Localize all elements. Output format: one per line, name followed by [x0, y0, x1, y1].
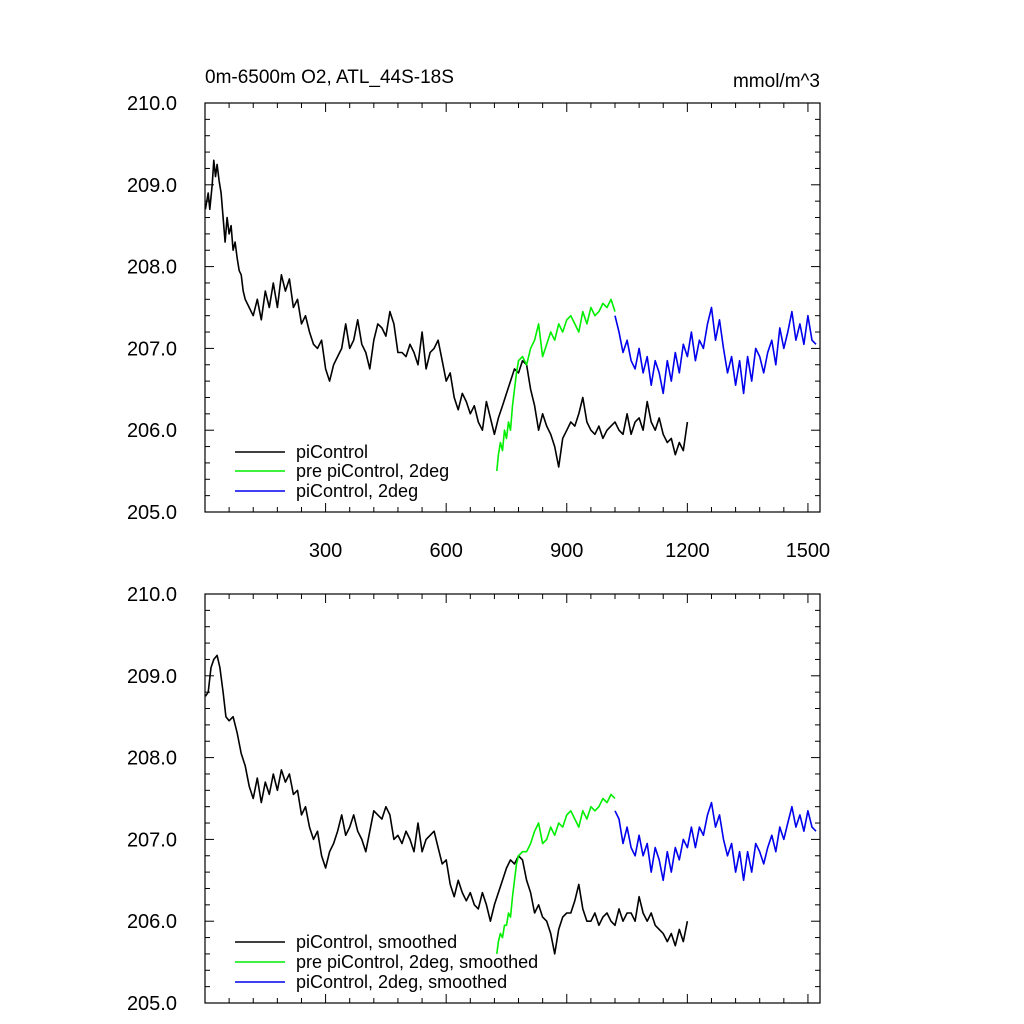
x-tick-label: 900	[550, 540, 583, 562]
legend-label-pre-picontrol-2deg: pre piControl, 2deg	[296, 461, 449, 481]
y-tick-label: 209.0	[127, 175, 177, 197]
x-tick-label: 300	[309, 540, 342, 562]
panel-title: 0m-6500m O2, ATL_44S-18S	[205, 67, 454, 88]
y-tick-label: 205.0	[127, 993, 177, 1015]
top-panel: 0m-6500m O2, ATL_44S-18S mmol/m^3 205.02…	[127, 67, 830, 562]
legend: piControl pre piControl, 2deg piControl,…	[235, 442, 449, 501]
legend-label-picontrol: piControl	[296, 442, 368, 462]
series-line-0	[204, 159, 689, 468]
tick-label-layer: 205.0 206.0 207.0 208.0 209.0 210.0 300 600 900 1…	[127, 93, 830, 562]
y-tick-label: 208.0	[127, 748, 177, 770]
legend: piControl, smoothed pre piControl, 2deg,…	[235, 932, 538, 992]
y-tick-label: 206.0	[127, 911, 177, 933]
x-tick-label: 1200	[665, 540, 710, 562]
x-tick-label: 600	[429, 540, 462, 562]
series-line-0	[204, 654, 689, 955]
unit-label: mmol/m^3	[733, 71, 820, 92]
series-line-2	[614, 801, 817, 882]
tick-layer	[205, 593, 820, 1004]
legend-label-picontrol-2deg-smoothed: piControl, 2deg, smoothed	[296, 972, 507, 992]
y-tick-label: 207.0	[127, 829, 177, 851]
series-line-2	[614, 306, 817, 395]
legend-label-pre-picontrol-2deg-smoothed: pre piControl, 2deg, smoothed	[296, 952, 538, 972]
x-tick-label: 1500	[786, 540, 831, 562]
y-tick-label: 205.0	[127, 502, 177, 524]
plot-frame	[204, 593, 821, 1004]
y-tick-label: 207.0	[127, 338, 177, 360]
tick-label-layer: 205.0 206.0 207.0 208.0 209.0 210.0	[127, 584, 177, 1015]
series-line-1	[496, 793, 616, 955]
legend-label-picontrol-smoothed: piControl, smoothed	[296, 932, 457, 952]
y-tick-label: 210.0	[127, 93, 177, 115]
bottom-panel: 205.0 206.0 207.0 208.0 209.0 210.0 piControl…	[127, 584, 821, 1015]
series-layer	[204, 159, 817, 472]
y-tick-label: 210.0	[127, 584, 177, 606]
series-layer	[204, 654, 817, 955]
y-tick-label: 208.0	[127, 257, 177, 279]
tick-layer	[205, 102, 820, 513]
y-tick-label: 209.0	[127, 666, 177, 688]
y-tick-label: 206.0	[127, 420, 177, 442]
legend-label-picontrol-2deg: piControl, 2deg	[296, 481, 418, 501]
plot-frame	[204, 102, 821, 513]
series-line-1	[496, 298, 616, 472]
